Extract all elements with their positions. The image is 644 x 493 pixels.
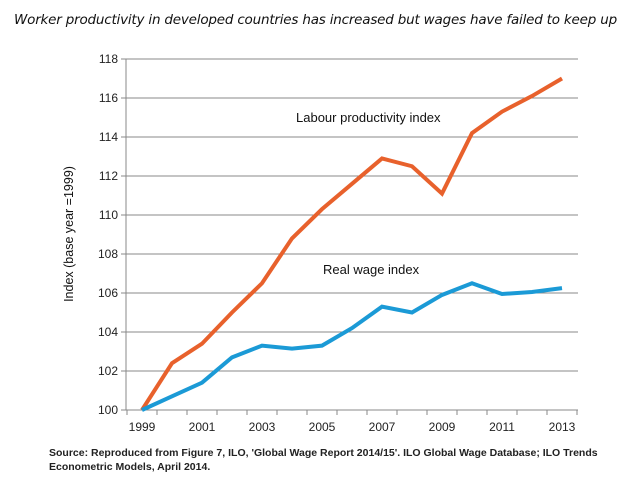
gridlines <box>121 58 578 415</box>
y-tick-label: 100 <box>98 403 118 417</box>
x-tick-label: 2013 <box>549 420 576 434</box>
y-tick-label: 108 <box>98 247 118 261</box>
annotation-real-wage: Real wage index <box>323 262 420 277</box>
y-tick-label: 114 <box>99 130 118 144</box>
y-tick-label: 106 <box>98 286 118 300</box>
y-tick-label: 104 <box>98 325 118 339</box>
y-tick-label: 116 <box>99 91 118 105</box>
y-tick-label: 102 <box>98 364 118 378</box>
x-tick-label: 2007 <box>369 420 396 434</box>
x-tick-label: 2011 <box>489 420 515 434</box>
x-tick-labels: 1999 2001 2003 2005 2007 2009 2011 2013 <box>129 420 576 434</box>
x-tick-label: 2001 <box>189 420 216 434</box>
y-axis-label: Index (base year =1999) <box>62 166 76 302</box>
series-lines <box>140 76 564 412</box>
axes <box>125 59 578 411</box>
series-line-real-wage <box>141 281 563 412</box>
source-note: Source: Reproduced from Figure 7, ILO, '… <box>49 447 598 473</box>
y-tick-label: 110 <box>99 208 118 222</box>
annotation-labour-productivity: Labour productivity index <box>296 110 441 125</box>
x-tick-label: 2003 <box>249 420 276 434</box>
x-tick-label: 2005 <box>309 420 336 434</box>
y-tick-labels: 100 102 104 106 108 110 112 114 116 118 <box>98 52 118 417</box>
x-tick-label: 1999 <box>129 420 156 434</box>
chart-headline: Worker productivity in developed countri… <box>14 12 617 28</box>
x-tick-label: 2009 <box>429 420 456 434</box>
y-tick-label: 118 <box>99 52 118 66</box>
y-tick-label: 112 <box>99 169 118 183</box>
series-line-labour-productivity <box>140 76 564 412</box>
